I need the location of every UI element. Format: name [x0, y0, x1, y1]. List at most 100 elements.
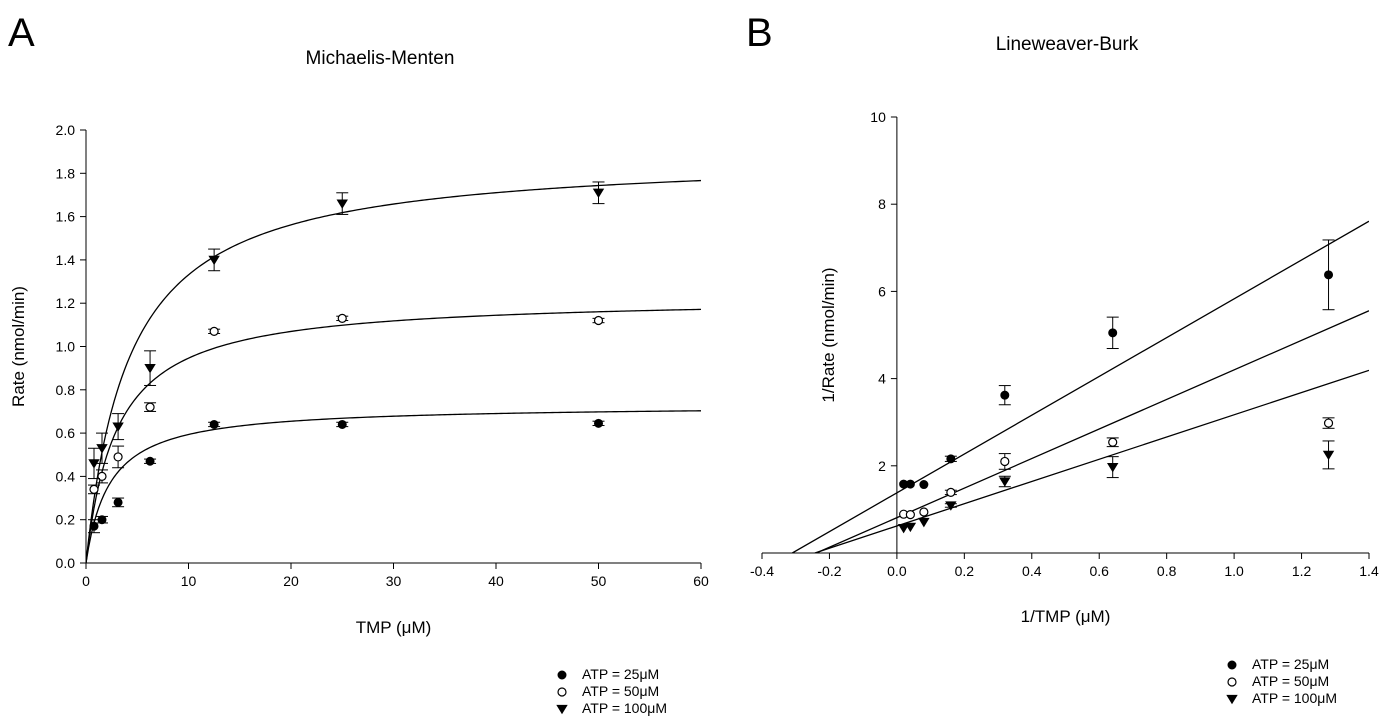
legend-label: ATP = 100μM	[582, 700, 667, 716]
legend-label: ATP = 50μM	[582, 683, 659, 699]
legend-marker	[1227, 660, 1237, 670]
data-point	[999, 477, 1011, 487]
series-atp-100-m	[897, 440, 1335, 534]
legend-label: ATP = 50μM	[1252, 673, 1329, 689]
data-point	[97, 515, 107, 525]
fit-curve-atp-100-m	[86, 179, 701, 563]
x-tick-label: 0.8	[1157, 563, 1177, 579]
data-point	[918, 517, 930, 528]
data-point	[1322, 450, 1335, 461]
legend-label: ATP = 100μM	[1252, 690, 1337, 706]
y-tick-label: 2	[878, 458, 886, 474]
y-tick-label: 1.4	[56, 252, 76, 268]
data-point	[1324, 270, 1334, 280]
data-point	[905, 510, 915, 520]
legend-marker	[1227, 677, 1237, 687]
data-point	[113, 497, 123, 507]
data-point	[905, 479, 915, 489]
x-tick-label: 0.2	[955, 563, 975, 579]
series-atp-100-m	[87, 181, 605, 480]
data-point	[145, 456, 155, 466]
chart-a-title: Michaelis-Menten	[306, 48, 455, 69]
legend-marker	[1226, 694, 1238, 705]
fit-curve-atp-50-m	[86, 308, 701, 563]
y-tick-label: 0.8	[56, 382, 76, 398]
legend-marker	[557, 670, 567, 680]
data-point	[1107, 462, 1119, 473]
data-point	[89, 484, 99, 494]
data-point	[89, 521, 99, 531]
x-tick-label: 0	[82, 573, 90, 589]
x-tick-label: 0.0	[887, 563, 907, 579]
data-point	[594, 418, 603, 428]
series-atp-25-m	[87, 418, 605, 534]
x-tick-label: 40	[488, 573, 504, 589]
data-point	[96, 444, 108, 454]
y-tick-label: 1.6	[56, 209, 76, 225]
data-point	[1000, 456, 1010, 467]
x-tick-label: 0.6	[1089, 563, 1109, 579]
data-point	[209, 419, 219, 429]
series-atp-25-m	[899, 239, 1335, 490]
x-tick-label: 30	[386, 573, 402, 589]
x-tick-label: 20	[283, 573, 299, 589]
data-point	[112, 422, 124, 432]
fit-line-atp-25-m	[791, 220, 1369, 553]
x-tick-label: 50	[591, 573, 607, 589]
data-point	[337, 419, 347, 429]
fit-line-atp-100-m	[814, 369, 1369, 553]
y-tick-label: 0.0	[56, 555, 76, 571]
y-tick-label: 1.0	[56, 339, 76, 355]
data-point	[144, 363, 156, 374]
legend-marker	[556, 704, 568, 715]
panel-b-label: B	[746, 11, 773, 55]
data-point	[946, 454, 956, 464]
data-point	[945, 501, 957, 511]
data-point	[336, 199, 348, 209]
x-tick-label: -0.4	[750, 563, 774, 579]
legend-marker	[557, 687, 567, 697]
x-tick-label: 0.4	[1022, 563, 1042, 579]
y-tick-label: 0.6	[56, 425, 76, 441]
data-point	[145, 402, 155, 412]
data-point	[897, 523, 910, 534]
x-tick-label: 1.2	[1292, 563, 1312, 579]
x-tick-label: 1.0	[1224, 563, 1244, 579]
data-point	[592, 188, 605, 199]
x-tick-label: 1.4	[1359, 563, 1379, 579]
data-point	[113, 452, 123, 462]
x-tick-label: -0.2	[817, 563, 841, 579]
y-tick-label: 8	[878, 196, 886, 212]
data-point	[209, 326, 219, 336]
data-point	[337, 313, 347, 323]
data-point	[904, 522, 917, 533]
legend-label: ATP = 25μM	[1252, 656, 1329, 672]
y-tick-label: 0.4	[56, 468, 76, 484]
x-tick-label: 60	[693, 573, 709, 589]
legend-label: ATP = 25μM	[582, 666, 659, 682]
michaelis-menten-chart: 0 10 20 30 40 50 60 0.0 0.2 0.4 0.6 0.8 1.0 1.2 1.4 1.6…	[9, 122, 709, 716]
series-atp-50-m	[87, 313, 605, 495]
panel-a-label: A	[8, 11, 35, 55]
y-tick-label: 1.8	[56, 165, 76, 181]
x-tick-label: 10	[181, 573, 197, 589]
fit-line-atp-50-m	[816, 310, 1369, 553]
data-point	[919, 507, 929, 517]
data-point	[1323, 418, 1334, 428]
y-axis-label: Rate (nmol/min)	[9, 286, 28, 407]
fit-curves	[86, 179, 701, 563]
y-tick-label: 0.2	[56, 512, 76, 528]
y-tick-label: 4	[878, 371, 886, 387]
y-tick-label: 2.0	[56, 122, 76, 138]
series-atp-50-m	[899, 417, 1335, 520]
x-axis-label: 1/TMP (μM)	[1021, 607, 1111, 626]
fit-curves	[791, 220, 1369, 553]
data-point	[919, 480, 929, 490]
data-point	[1108, 437, 1118, 447]
data-point	[593, 315, 604, 326]
fit-curve-atp-25-m	[86, 410, 701, 563]
data-point	[208, 255, 220, 266]
data-point	[97, 471, 107, 481]
